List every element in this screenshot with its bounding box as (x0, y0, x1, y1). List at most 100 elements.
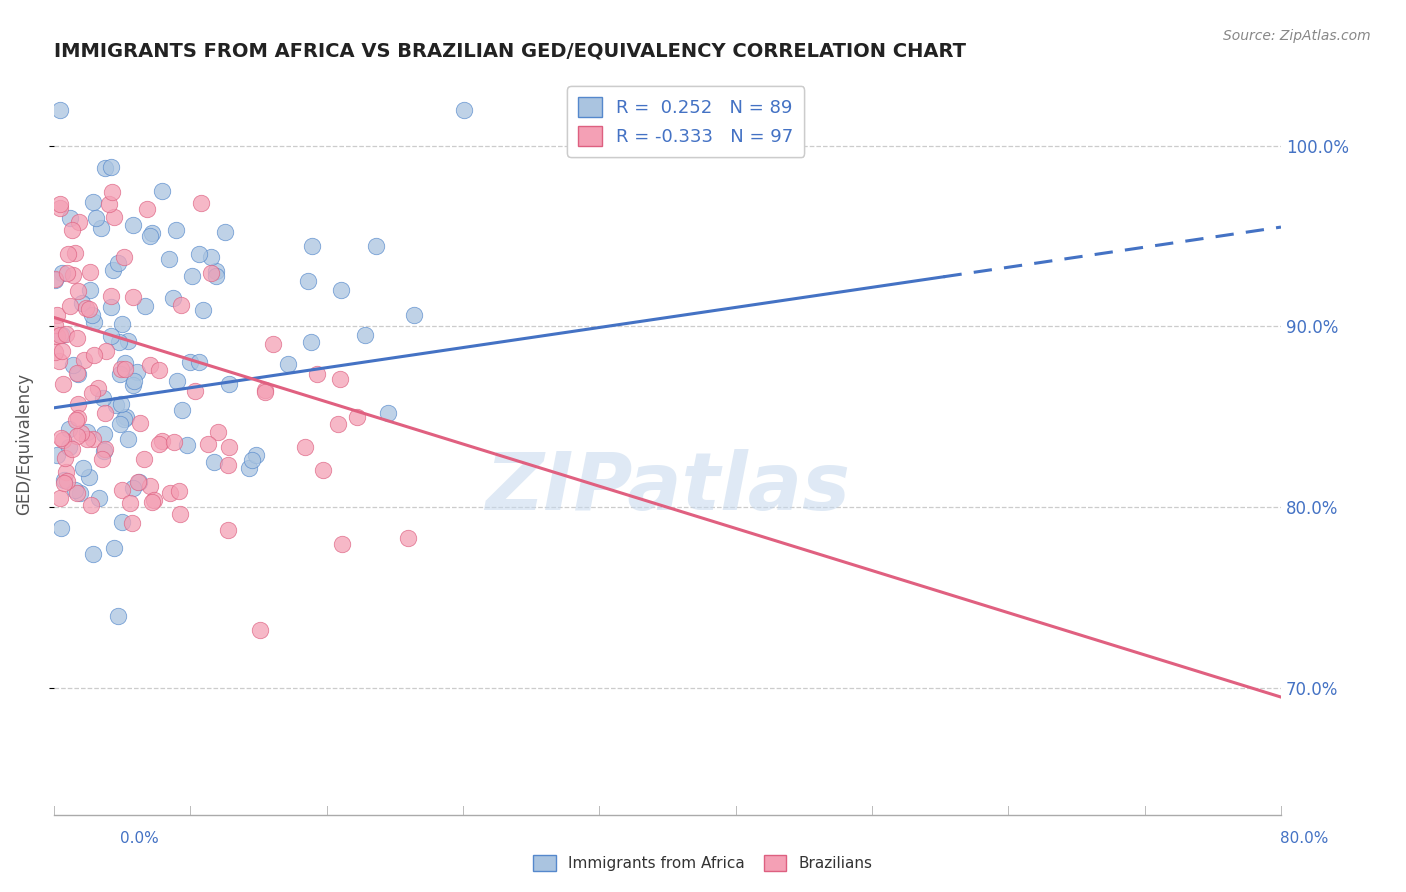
Point (396, 531, 419, 545)
Point (330, 537, 353, 551)
Point (76, 425, 98, 439)
Point (136, 202, 159, 216)
Point (245, 448, 267, 462)
Point (84, 211, 107, 225)
Point (67, 215, 90, 229)
Point (49, 491, 72, 506)
Point (129, 416, 152, 430)
Point (115, 409, 138, 424)
Point (49, 521, 72, 535)
Point (49, 328, 72, 343)
Point (45, 448, 67, 462)
Point (163, 435, 186, 450)
Point (107, 609, 129, 624)
Point (63, 483, 86, 497)
Point (162, 291, 184, 305)
Point (59, 299, 82, 313)
Point (66, 397, 89, 411)
Point (51, 327, 73, 342)
Point (328, 417, 350, 431)
Point (139, 358, 162, 372)
Point (240, 452, 263, 467)
Point (66, 428, 89, 442)
Point (51, 266, 73, 280)
Point (191, 302, 214, 317)
Point (60, 442, 83, 456)
Point (48, 202, 70, 216)
Point (132, 451, 155, 466)
Point (100, 289, 122, 303)
Point (301, 239, 323, 253)
Point (56, 266, 79, 280)
Point (214, 226, 236, 240)
Point (90, 221, 112, 235)
Point (70, 425, 93, 440)
Point (377, 406, 399, 420)
Point (52, 476, 75, 491)
Point (100, 329, 122, 343)
Point (188, 247, 211, 261)
Point (94, 343, 117, 358)
Point (49, 196, 72, 211)
Point (45, 308, 67, 322)
Point (55, 450, 77, 465)
Point (294, 440, 316, 454)
Point (122, 481, 145, 495)
Point (165, 223, 187, 237)
Point (62, 268, 84, 282)
Point (91, 452, 114, 467)
Point (159, 486, 181, 500)
Point (70, 296, 93, 310)
Point (110, 397, 132, 411)
Point (148, 437, 170, 451)
Point (110, 317, 132, 331)
Point (101, 185, 124, 199)
Text: 80.0%: 80.0% (1281, 831, 1329, 846)
Point (107, 255, 129, 269)
Point (56, 474, 79, 488)
Point (117, 433, 139, 447)
Point (207, 425, 229, 440)
Point (108, 367, 131, 381)
Point (80, 498, 103, 512)
Point (166, 374, 188, 388)
Point (63, 246, 86, 260)
Point (139, 229, 162, 244)
Point (217, 458, 239, 472)
Point (125, 365, 148, 379)
Point (139, 479, 162, 493)
Point (122, 219, 145, 233)
Point (253, 383, 276, 397)
Point (202, 455, 225, 469)
Point (67, 367, 90, 381)
Point (180, 269, 202, 284)
Point (254, 385, 277, 400)
Point (44, 318, 66, 332)
Point (66, 366, 89, 380)
Point (346, 409, 368, 424)
Point (75, 301, 97, 315)
Point (82, 547, 104, 561)
Point (100, 300, 122, 314)
Point (110, 362, 132, 376)
Point (190, 195, 212, 210)
Point (62, 358, 84, 372)
Point (179, 354, 201, 368)
Point (77, 302, 100, 317)
Point (56, 247, 79, 261)
Point (82, 386, 104, 401)
Point (91, 391, 114, 405)
Point (48, 103, 70, 117)
Point (111, 483, 134, 497)
Point (77, 470, 100, 484)
Point (305, 367, 328, 381)
Point (329, 372, 352, 386)
Point (297, 274, 319, 288)
Text: 0.0%: 0.0% (120, 831, 159, 846)
Point (82, 432, 104, 446)
Point (48, 353, 70, 368)
Point (94, 161, 117, 175)
Point (44, 272, 66, 286)
Point (101, 262, 124, 277)
Point (94, 406, 117, 420)
